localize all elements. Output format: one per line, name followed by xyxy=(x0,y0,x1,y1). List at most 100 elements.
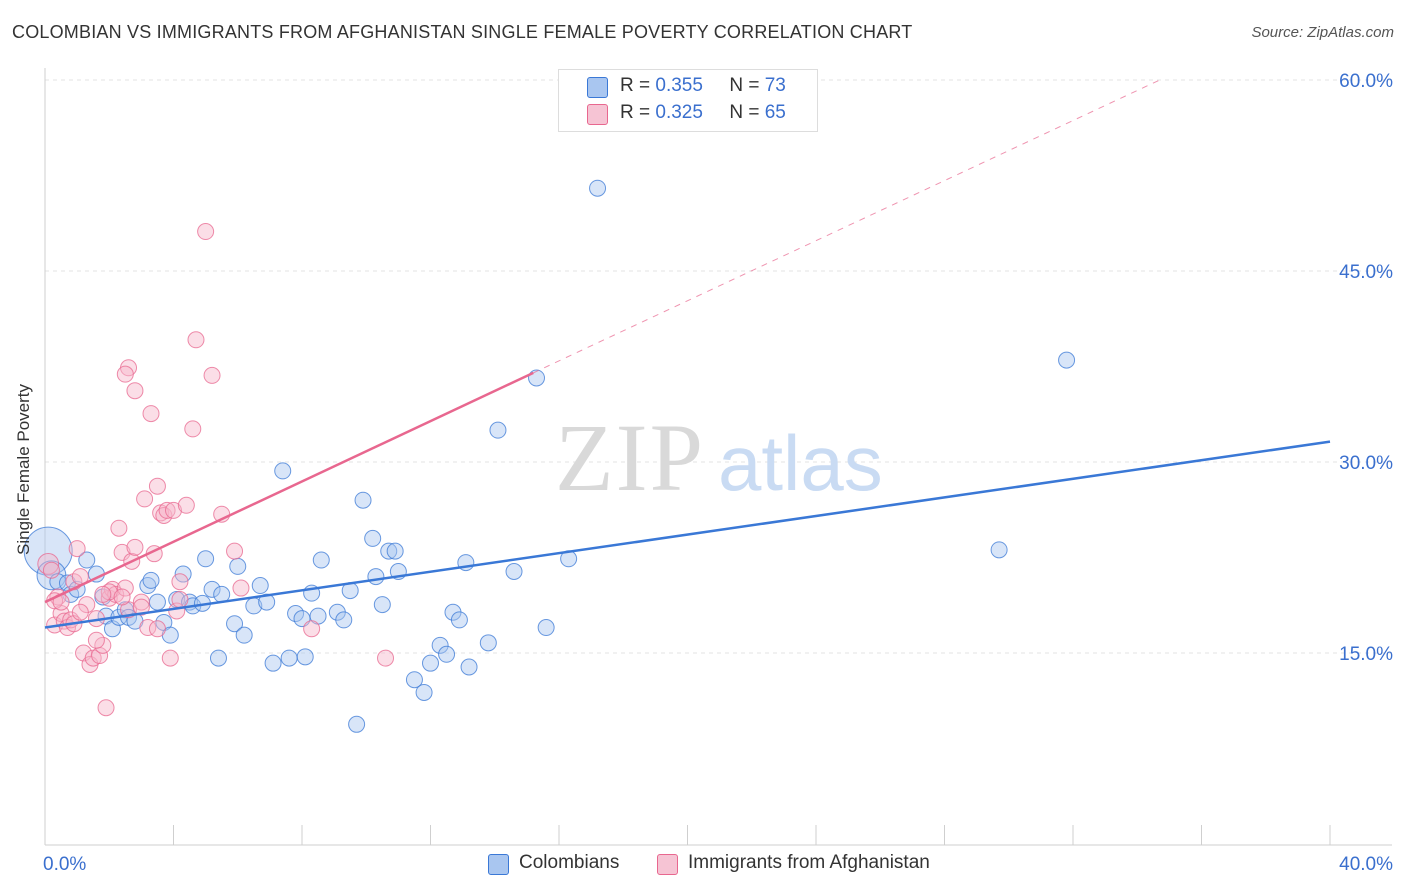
point-afghanistan-64 xyxy=(94,585,112,603)
point-colombians-45 xyxy=(335,611,353,629)
point-colombians-36 xyxy=(274,462,292,480)
point-colombians-16 xyxy=(142,571,160,589)
point-colombians-66 xyxy=(505,563,523,581)
point-colombians-35 xyxy=(264,654,282,672)
point-afghanistan-24 xyxy=(116,579,134,597)
point-colombians-65 xyxy=(489,421,507,439)
point-afghanistan-1 xyxy=(42,561,60,579)
point-colombians-55 xyxy=(405,671,423,689)
watermark-zip: ZIP xyxy=(555,404,705,511)
point-afghanistan-54 xyxy=(87,631,105,649)
point-colombians-72 xyxy=(1058,351,1076,369)
point-colombians-0 xyxy=(23,526,73,576)
point-afghanistan-60 xyxy=(303,620,321,638)
point-afghanistan-30 xyxy=(126,382,144,400)
y-tick-label-30: 30.0% xyxy=(1339,453,1393,474)
y-axis-label: Single Female Poverty xyxy=(14,383,33,555)
y-tick-label-60: 60.0% xyxy=(1339,71,1393,92)
watermark-atlas: atlas xyxy=(718,419,883,507)
point-colombians-31 xyxy=(235,626,253,644)
point-colombians-63 xyxy=(460,658,478,676)
point-afghanistan-40 xyxy=(161,649,179,667)
point-colombians-68 xyxy=(537,619,555,637)
point-afghanistan-61 xyxy=(377,649,395,667)
watermark: ZIP atlas xyxy=(555,404,883,511)
x-tick-label-max: 40.0% xyxy=(1339,854,1393,875)
series-afghanistan-points xyxy=(37,223,395,717)
point-afghanistan-41 xyxy=(165,501,182,519)
legend-swatch-pink xyxy=(587,104,608,125)
point-afghanistan-23 xyxy=(113,543,131,561)
point-afghanistan-9 xyxy=(68,540,86,558)
point-afghanistan-36 xyxy=(148,477,166,495)
point-afghanistan-51 xyxy=(232,579,250,597)
legend-stats-afghanistan: R = 0.325 N = 65 xyxy=(620,102,786,123)
point-colombians-64 xyxy=(479,634,497,652)
point-colombians-25 xyxy=(197,550,215,568)
trend-lines xyxy=(44,79,1331,629)
correlation-legend: R = 0.355 N = 73 R = 0.325 N = 65 xyxy=(558,69,818,132)
trend-line-afghanistan xyxy=(44,371,534,604)
point-afghanistan-57 xyxy=(132,598,150,616)
point-afghanistan-39 xyxy=(158,501,176,519)
point-colombians-6 xyxy=(78,551,96,569)
point-afghanistan-29 xyxy=(126,538,144,556)
point-afghanistan-63 xyxy=(71,603,89,621)
point-afghanistan-43 xyxy=(171,573,189,591)
source-label: Source: ZipAtlas.com xyxy=(1251,24,1394,41)
x-tick-label-min: 0.0% xyxy=(43,854,86,875)
point-colombians-61 xyxy=(450,611,468,629)
point-colombians-67 xyxy=(528,369,546,387)
point-colombians-40 xyxy=(296,648,314,666)
point-colombians-37 xyxy=(280,649,298,667)
point-afghanistan-44 xyxy=(177,496,195,514)
point-afghanistan-32 xyxy=(136,490,154,508)
point-afghanistan-47 xyxy=(197,223,215,241)
point-colombians-50 xyxy=(367,568,385,586)
point-afghanistan-48 xyxy=(203,366,221,384)
point-afghanistan-46 xyxy=(187,331,205,349)
point-colombians-59 xyxy=(438,645,456,663)
trend-line-colombians xyxy=(44,440,1331,629)
trend-line-afghanistan-extrapolated xyxy=(533,79,1160,374)
point-colombians-53 xyxy=(386,542,404,560)
point-colombians-47 xyxy=(348,715,366,733)
point-colombians-34 xyxy=(258,593,276,611)
point-colombians-29 xyxy=(226,615,244,633)
point-afghanistan-59 xyxy=(171,591,189,609)
legend-swatch-colombians xyxy=(488,854,509,875)
point-afghanistan-38 xyxy=(155,506,173,524)
gridlines xyxy=(45,79,1392,654)
point-colombians-71 xyxy=(990,541,1008,559)
point-afghanistan-31 xyxy=(132,593,150,611)
legend-label-colombians: Colombians xyxy=(519,852,620,873)
point-colombians-48 xyxy=(354,491,372,509)
point-afghanistan-27 xyxy=(116,365,134,383)
legend-swatch-afghanistan xyxy=(657,854,678,875)
point-colombians-30 xyxy=(229,557,247,575)
legend-label-afghanistan: Immigrants from Afghanistan xyxy=(688,852,930,873)
n-value-afghanistan: 65 xyxy=(764,102,786,123)
point-colombians-49 xyxy=(364,529,382,547)
point-colombians-70 xyxy=(589,179,607,197)
legend-stats-colombians: R = 0.355 N = 73 xyxy=(620,75,786,96)
point-colombians-58 xyxy=(431,636,449,654)
point-colombians-57 xyxy=(422,654,439,672)
point-afghanistan-50 xyxy=(226,542,244,560)
point-colombians-15 xyxy=(139,577,157,595)
point-colombians-52 xyxy=(380,542,398,560)
point-afghanistan-56 xyxy=(113,588,131,606)
point-colombians-56 xyxy=(415,683,433,701)
point-colombians-51 xyxy=(373,596,391,614)
r-value-colombians: 0.355 xyxy=(655,75,703,96)
chart-title: COLOMBIAN VS IMMIGRANTS FROM AFGHANISTAN… xyxy=(12,22,913,42)
point-afghanistan-45 xyxy=(184,420,202,438)
point-colombians-33 xyxy=(251,577,269,595)
point-colombians-28 xyxy=(209,649,227,667)
point-colombians-26 xyxy=(203,580,221,598)
tick-labels: 15.0% 30.0% 45.0% 60.0% 0.0% 40.0% xyxy=(43,71,1393,875)
point-afghanistan-18 xyxy=(97,699,115,717)
point-colombians-43 xyxy=(312,551,330,569)
y-tick-label-15: 15.0% xyxy=(1339,644,1393,665)
